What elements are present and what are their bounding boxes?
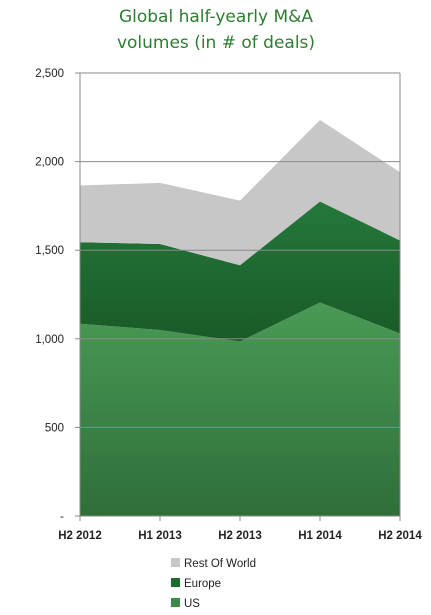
chart-title-line-2: volumes (in # of deals) bbox=[117, 33, 315, 53]
area-europe bbox=[80, 201, 400, 342]
y-tick-label: 1,000 bbox=[35, 334, 64, 346]
x-tick-label: H2 2013 bbox=[218, 530, 261, 542]
y-tick-label: 2,500 bbox=[35, 68, 64, 80]
area-rest-of-world bbox=[80, 119, 400, 266]
x-tick-label: H1 2014 bbox=[298, 530, 342, 542]
y-axis-ticks: - 500 1,000 1,500 2,000 2,500 bbox=[35, 68, 80, 523]
legend: Rest Of World Europe US bbox=[171, 558, 256, 610]
y-tick-label: 500 bbox=[45, 422, 64, 434]
chart-title-line-1: Global half-yearly M&A bbox=[119, 7, 313, 27]
legend-label-rest-of-world: Rest Of World bbox=[184, 558, 256, 570]
legend-swatch-us bbox=[171, 598, 180, 607]
x-tick-label: H2 2012 bbox=[58, 530, 101, 542]
x-axis-ticks: H2 2012 H1 2013 H2 2013 H1 2014 H2 2014 bbox=[58, 516, 422, 542]
x-tick-label: H2 2014 bbox=[378, 530, 422, 542]
legend-label-europe: Europe bbox=[184, 578, 221, 590]
legend-label-us: US bbox=[184, 598, 200, 610]
gridlines bbox=[80, 72, 400, 428]
y-tick-label: 2,000 bbox=[35, 157, 64, 169]
x-tick-label: H1 2013 bbox=[138, 530, 181, 542]
y-tick-label: 1,500 bbox=[35, 245, 64, 257]
y-tick-label: - bbox=[60, 511, 64, 523]
area-us bbox=[80, 302, 400, 516]
legend-swatch-rest-of-world bbox=[171, 558, 180, 567]
series-areas bbox=[80, 119, 400, 516]
legend-swatch-europe bbox=[171, 578, 180, 587]
